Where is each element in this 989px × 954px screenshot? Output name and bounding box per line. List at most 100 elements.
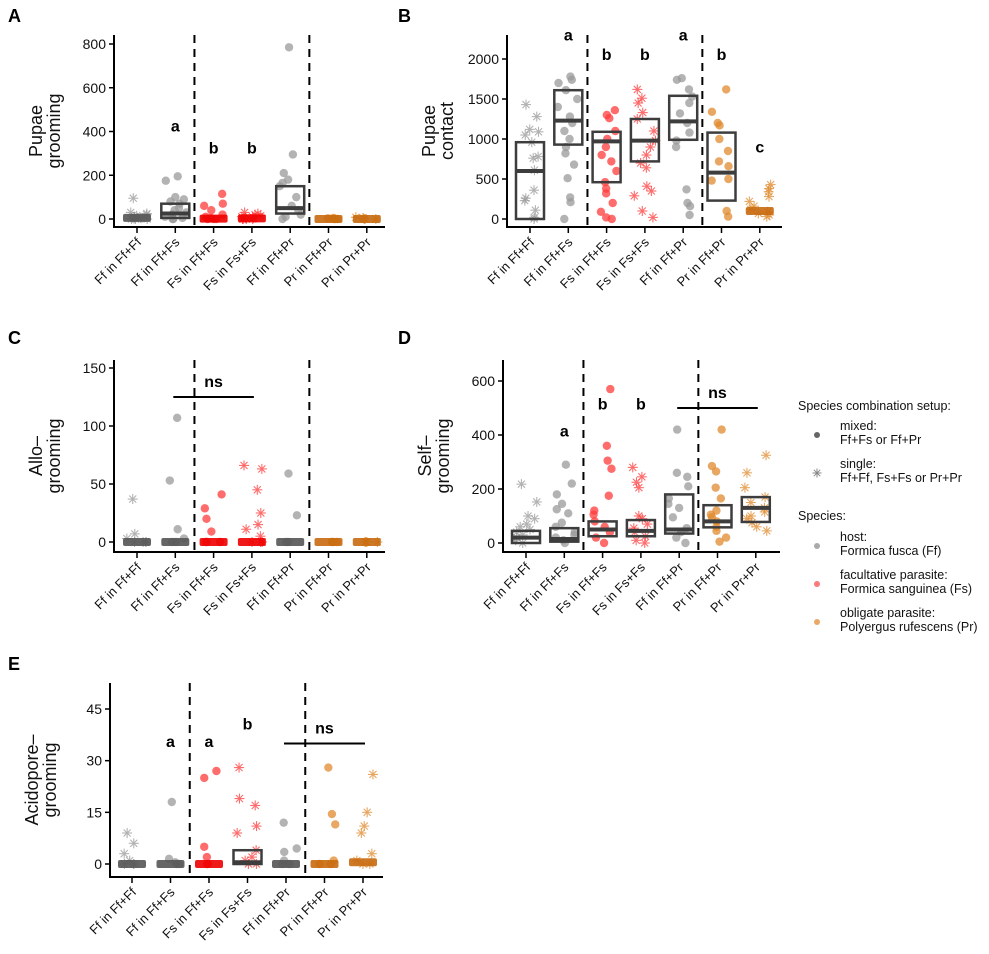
data-point [573, 94, 582, 104]
y-tick-label: 400 [472, 427, 496, 443]
legend-item-label: host: [840, 530, 867, 544]
data-point-asterisk [751, 521, 762, 532]
data-point-asterisk [765, 179, 776, 190]
data-point [604, 491, 613, 500]
data-point [552, 490, 562, 499]
y-tick-label: 100 [83, 418, 107, 434]
data-point-asterisk [250, 800, 261, 811]
data-point [681, 538, 690, 548]
legend-item-label: mixed: [840, 419, 877, 433]
data-point-asterisk [119, 848, 130, 859]
box-collapsed [199, 214, 228, 223]
y-tick-label: 2000 [468, 51, 499, 67]
data-point-asterisk [239, 460, 250, 471]
data-point [557, 518, 566, 527]
data-point [672, 468, 682, 477]
data-point-asterisk [648, 126, 659, 136]
significance-letter: b [598, 396, 608, 413]
box-collapsed [276, 538, 305, 546]
significance-letter: a [171, 119, 180, 136]
data-point-asterisk [761, 525, 772, 536]
data-point [606, 384, 615, 394]
data-point [284, 469, 293, 478]
data-point [200, 842, 209, 851]
data-point-asterisk [637, 206, 648, 216]
legend-item-sublabel: Formica sanguinea (Fs) [840, 582, 972, 596]
box-collapsed [272, 860, 300, 868]
y-axis-label-line2: contact [437, 102, 457, 160]
data-point-asterisk [639, 538, 650, 548]
data-point-asterisk [234, 793, 245, 804]
data-point-asterisk [127, 494, 138, 505]
significance-letter: a [679, 28, 688, 45]
data-point [566, 198, 575, 207]
data-point-asterisk [635, 158, 646, 168]
data-point-asterisk [641, 162, 652, 173]
data-point [202, 514, 211, 523]
legend-species-title: Species: [798, 509, 846, 523]
data-point [684, 482, 693, 491]
data-point [565, 134, 574, 144]
data-point-asterisk [529, 185, 540, 196]
box-collapsed [352, 215, 381, 223]
y-axis-label-line2: grooming [433, 418, 453, 493]
data-point [292, 844, 301, 853]
data-point-asterisk [633, 98, 644, 108]
box-collapsed [314, 538, 343, 546]
data-point [217, 189, 227, 199]
legend-item-label: single: [840, 457, 876, 471]
data-point-asterisk [519, 195, 530, 206]
y-axis-label-line1: Pupae [26, 105, 46, 157]
data-point [715, 134, 724, 144]
box [514, 140, 546, 221]
data-point [553, 102, 563, 112]
data-point [610, 106, 620, 115]
box-collapsed [156, 860, 185, 868]
data-point-asterisk [356, 828, 367, 838]
legend-item-sublabel: Polyergus rufescens (Pr) [840, 620, 978, 634]
y-tick-label: 0 [98, 211, 106, 227]
y-tick-label: 600 [83, 80, 107, 96]
y-tick-label: 50 [90, 476, 106, 492]
data-point [672, 75, 682, 85]
data-point [199, 201, 209, 211]
legend: Species combination setup: mixed:Ff+Fs or… [798, 399, 978, 634]
data-point [327, 809, 337, 819]
y-axis-label-line2: grooming [44, 93, 64, 168]
data-point [202, 852, 212, 862]
legend-dot-icon [814, 432, 820, 438]
data-point-asterisk [255, 508, 266, 518]
box [274, 184, 306, 215]
box-collapsed [199, 538, 228, 546]
significance-letter: b [602, 47, 612, 64]
panel-letter: C [8, 328, 21, 348]
significance-letter: b [640, 47, 650, 64]
ns-label: ns [315, 720, 334, 737]
y-tick-label: 30 [86, 753, 102, 769]
data-point [561, 149, 570, 158]
box-collapsed [349, 858, 377, 867]
data-point [560, 214, 569, 224]
data-point-asterisk [234, 762, 245, 773]
data-point-asterisk [632, 84, 643, 95]
ns-label: ns [708, 385, 727, 402]
box-collapsed [195, 860, 223, 868]
data-point-asterisk [520, 130, 531, 140]
box [667, 94, 699, 142]
y-tick-label: 600 [472, 373, 496, 389]
data-point [607, 157, 616, 166]
data-point [597, 150, 606, 160]
data-point [671, 142, 681, 152]
data-point [599, 538, 609, 548]
box-collapsed [237, 538, 266, 546]
data-point [591, 533, 601, 542]
box [160, 202, 191, 220]
data-point [602, 441, 612, 450]
legend-asterisk-icon [812, 468, 822, 478]
data-point [567, 479, 577, 488]
data-point [607, 464, 616, 473]
